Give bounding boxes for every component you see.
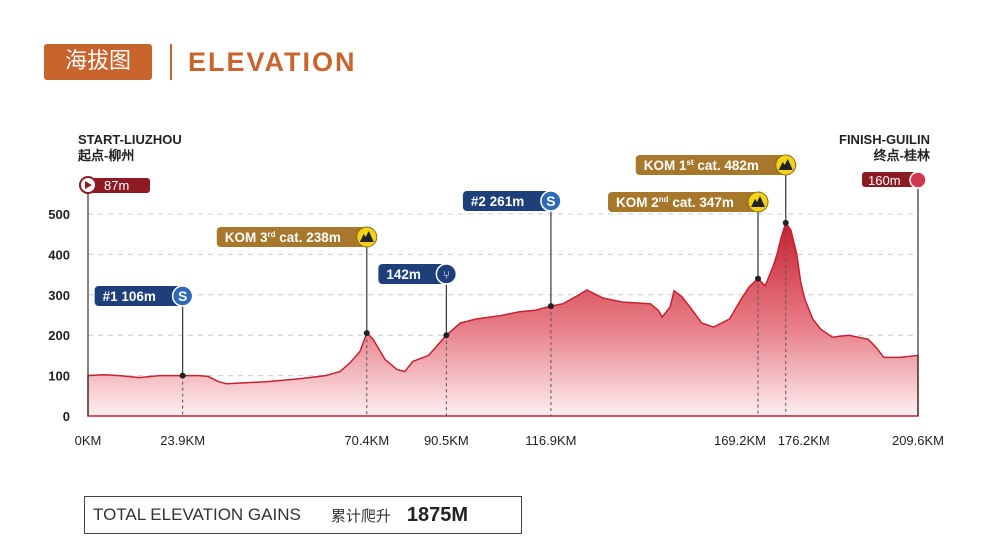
- marker-label: #2 261m: [471, 194, 524, 209]
- marker-label: KOM 3rd cat. 238m: [225, 230, 341, 245]
- x-tick-label: 116.9KM: [525, 433, 576, 448]
- title-divider: [170, 44, 172, 80]
- mountain-glyph: [751, 196, 766, 207]
- marker-point: [547, 303, 554, 310]
- finish-name-en: FINISH-GUILIN: [839, 132, 930, 147]
- start-city: START-LIUZHOU 起点-柳州: [78, 132, 182, 164]
- start-elevation-badge: [88, 178, 150, 193]
- finish-name-cn: 终点-桂林: [873, 148, 930, 163]
- fork-glyph: ⑂: [443, 268, 450, 282]
- marker-sprint: #2 261m S: [462, 190, 562, 416]
- marker-label: #1 106m: [103, 289, 156, 304]
- sprint-icon: [171, 285, 194, 307]
- marker-point: [363, 330, 370, 337]
- marker-label: KOM 1st cat. 482m: [644, 158, 759, 173]
- elevation-profile: [87, 221, 919, 417]
- marker-point: [443, 332, 450, 339]
- start-name-cn: 起点-柳州: [78, 148, 135, 163]
- marker-sprint: #1 106m S: [94, 285, 194, 416]
- x-tick-label: 169.2KM: [714, 433, 766, 448]
- total-elevation-box: TOTAL ELEVATION GAINS 累计爬升 1875M: [84, 496, 522, 534]
- marker-point: [782, 219, 789, 226]
- mountain-glyph: [778, 159, 793, 170]
- start-elevation: 87m: [104, 178, 129, 193]
- y-tick-label: 500: [48, 207, 70, 222]
- total-label-en: TOTAL ELEVATION GAINS: [93, 505, 301, 524]
- y-tick-label: 200: [48, 328, 70, 343]
- sprint-glyph: S: [178, 288, 187, 304]
- x-tick-label: 70.4KM: [344, 433, 389, 448]
- y-tick-label: 0: [63, 409, 70, 424]
- marker-kom: KOM 3rd cat. 238m: [216, 226, 378, 416]
- x-tick-label: 176.2KM: [778, 433, 830, 448]
- x-tick-label: 90.5KM: [424, 433, 469, 448]
- marker-feed: 142m ⑂: [378, 263, 458, 416]
- finish-elevation-badge: [862, 172, 918, 187]
- marker-label: KOM 2nd cat. 347m: [616, 195, 734, 210]
- title-cn-badge: 海拔图: [44, 44, 152, 80]
- finish-city: FINISH-GUILIN 终点-桂林: [839, 132, 930, 164]
- x-tick-label: 209.6KM: [892, 433, 944, 448]
- marker-kom: KOM 1st cat. 482m: [635, 154, 797, 416]
- play-glyph: [85, 181, 92, 189]
- marker-badge: [635, 155, 786, 175]
- marker-badge: [608, 192, 759, 212]
- marker-point: [755, 275, 762, 282]
- x-tick-label: 23.9KM: [160, 433, 205, 448]
- x-tick-label: 0KM: [75, 433, 102, 448]
- sprint-icon: [540, 190, 562, 212]
- marker-badge: [94, 286, 183, 306]
- y-tick-label: 400: [48, 247, 70, 262]
- page-title: ELEVATION: [188, 47, 357, 77]
- marker-label: 142m: [386, 267, 421, 282]
- y-tick-label: 300: [48, 288, 70, 303]
- finish-flag-icon: [909, 171, 927, 189]
- marker-badge: [378, 264, 447, 284]
- feed-zone-icon: [435, 263, 458, 285]
- start-name-en: START-LIUZHOU: [78, 132, 182, 147]
- total-label-cn: 累计爬升: [330, 507, 391, 525]
- marker-point: [179, 372, 186, 379]
- finish-elevation: 160m: [868, 173, 901, 188]
- y-tick-label: 100: [48, 369, 70, 384]
- marker-badge: [216, 227, 367, 247]
- mountain-glyph: [359, 231, 374, 242]
- total-value: 1875M: [406, 503, 468, 526]
- sprint-glyph: S: [546, 193, 555, 209]
- marker-badge: [462, 191, 551, 211]
- marker-kom: KOM 2nd cat. 347m: [608, 191, 769, 416]
